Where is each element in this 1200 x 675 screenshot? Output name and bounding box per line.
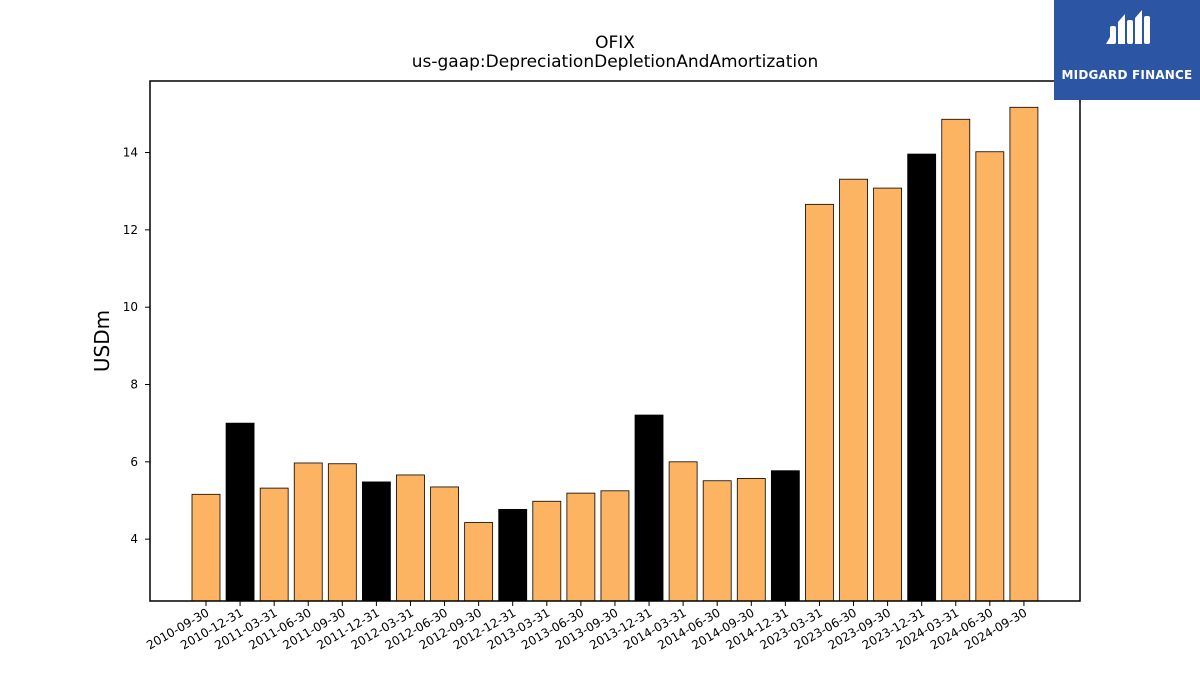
y-tick-label: 10 [123,300,138,314]
bar-2012-03-31 [396,474,425,602]
bar-2013-12-31 [634,414,664,602]
bar-2014-09-30 [736,478,766,602]
y-tick-label: 14 [123,146,138,160]
y-axis-ticks: 4 6 8 10 12 14 [123,146,150,546]
bar-2014-06-30 [702,480,732,602]
brand-name: MIDGARD FINANCE [1061,68,1193,82]
bar-2024-09-30 [1009,106,1039,602]
bar-2012-09-30 [464,522,494,602]
bar-2023-06-30 [839,178,868,602]
y-tick-label: 8 [130,377,138,391]
y-tick-label: 6 [130,455,138,469]
bar-2011-12-31 [361,481,391,602]
bar-2023-09-30 [873,187,902,602]
bar-2011-03-31 [259,487,289,602]
bar-2010-09-30 [191,493,221,602]
bar-2013-06-30 [566,492,596,602]
brand-logo: MIDGARD FINANCE [1054,0,1200,100]
bar-2012-12-31 [498,508,528,602]
bar-2012-06-30 [430,486,459,602]
bar-2023-03-31 [805,203,834,602]
bar-2024-03-31 [941,118,971,602]
plot-frame [149,80,1081,602]
bar-2011-09-30 [327,463,357,602]
midgard-m-logo-icon [1106,10,1150,44]
y-tick-label: 12 [123,223,138,237]
bar-2023-12-31 [907,153,937,602]
y-tick-label: 4 [130,532,138,546]
bar-2011-06-30 [293,462,323,602]
chart-title: OFIX [595,33,635,53]
bar-2014-03-31 [668,461,698,602]
bar-2014-12-31 [770,470,800,602]
bar-2013-09-30 [600,490,630,602]
x-axis-ticks: 2010-09-302010-12-312011-03-312011-06-30… [144,601,1029,652]
bars-group [191,106,1039,602]
chart-subtitle: us-gaap:DepreciationDepletionAndAmortiza… [411,52,819,72]
bar-2024-06-30 [975,151,1005,602]
bar-2013-03-31 [532,500,562,602]
y-axis-label: USDm [90,309,114,373]
bar-2010-12-31 [225,422,255,602]
